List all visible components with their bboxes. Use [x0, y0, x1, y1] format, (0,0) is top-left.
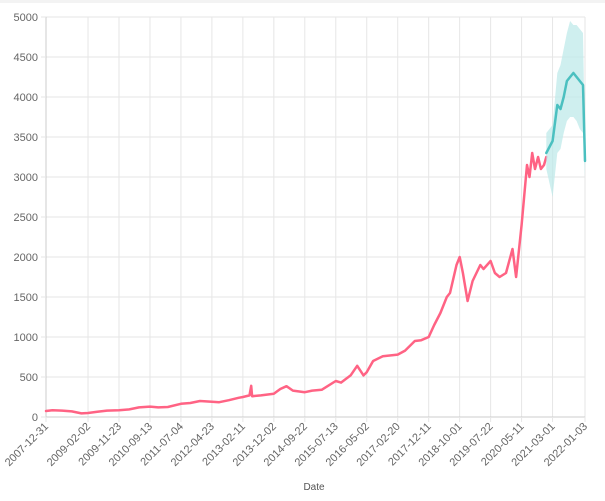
y-tick-label: 2000 [14, 252, 38, 264]
x-axis-title: Date [303, 482, 325, 493]
y-tick-label: 0 [32, 412, 38, 424]
y-tick-label: 1000 [14, 332, 38, 344]
y-tick-label: 2500 [14, 212, 38, 224]
plot-area [44, 21, 587, 415]
top-strip [0, 0, 605, 3]
x-axis-ticks: 2007-12-312009-02-022009-11-232010-09-13… [3, 417, 590, 469]
forecast-confidence-band [546, 21, 585, 197]
y-tick-label: 3000 [14, 172, 38, 184]
y-tick-label: 500 [20, 372, 38, 384]
y-tick-label: 4500 [14, 52, 38, 64]
y-tick-label: 4000 [14, 92, 38, 104]
history-series-line [44, 151, 548, 415]
y-tick-label: 5000 [14, 12, 38, 24]
grid-lines [45, 16, 586, 418]
x-tick-label: 2007-12-31 [3, 421, 51, 469]
y-tick-label: 3500 [14, 132, 38, 144]
y-axis-ticks: 0 500 1000 1500 2000 2500 3000 3500 4000 4500 5000 [14, 12, 46, 424]
forecast-series-line [545, 71, 587, 163]
y-tick-label: 1500 [14, 292, 38, 304]
